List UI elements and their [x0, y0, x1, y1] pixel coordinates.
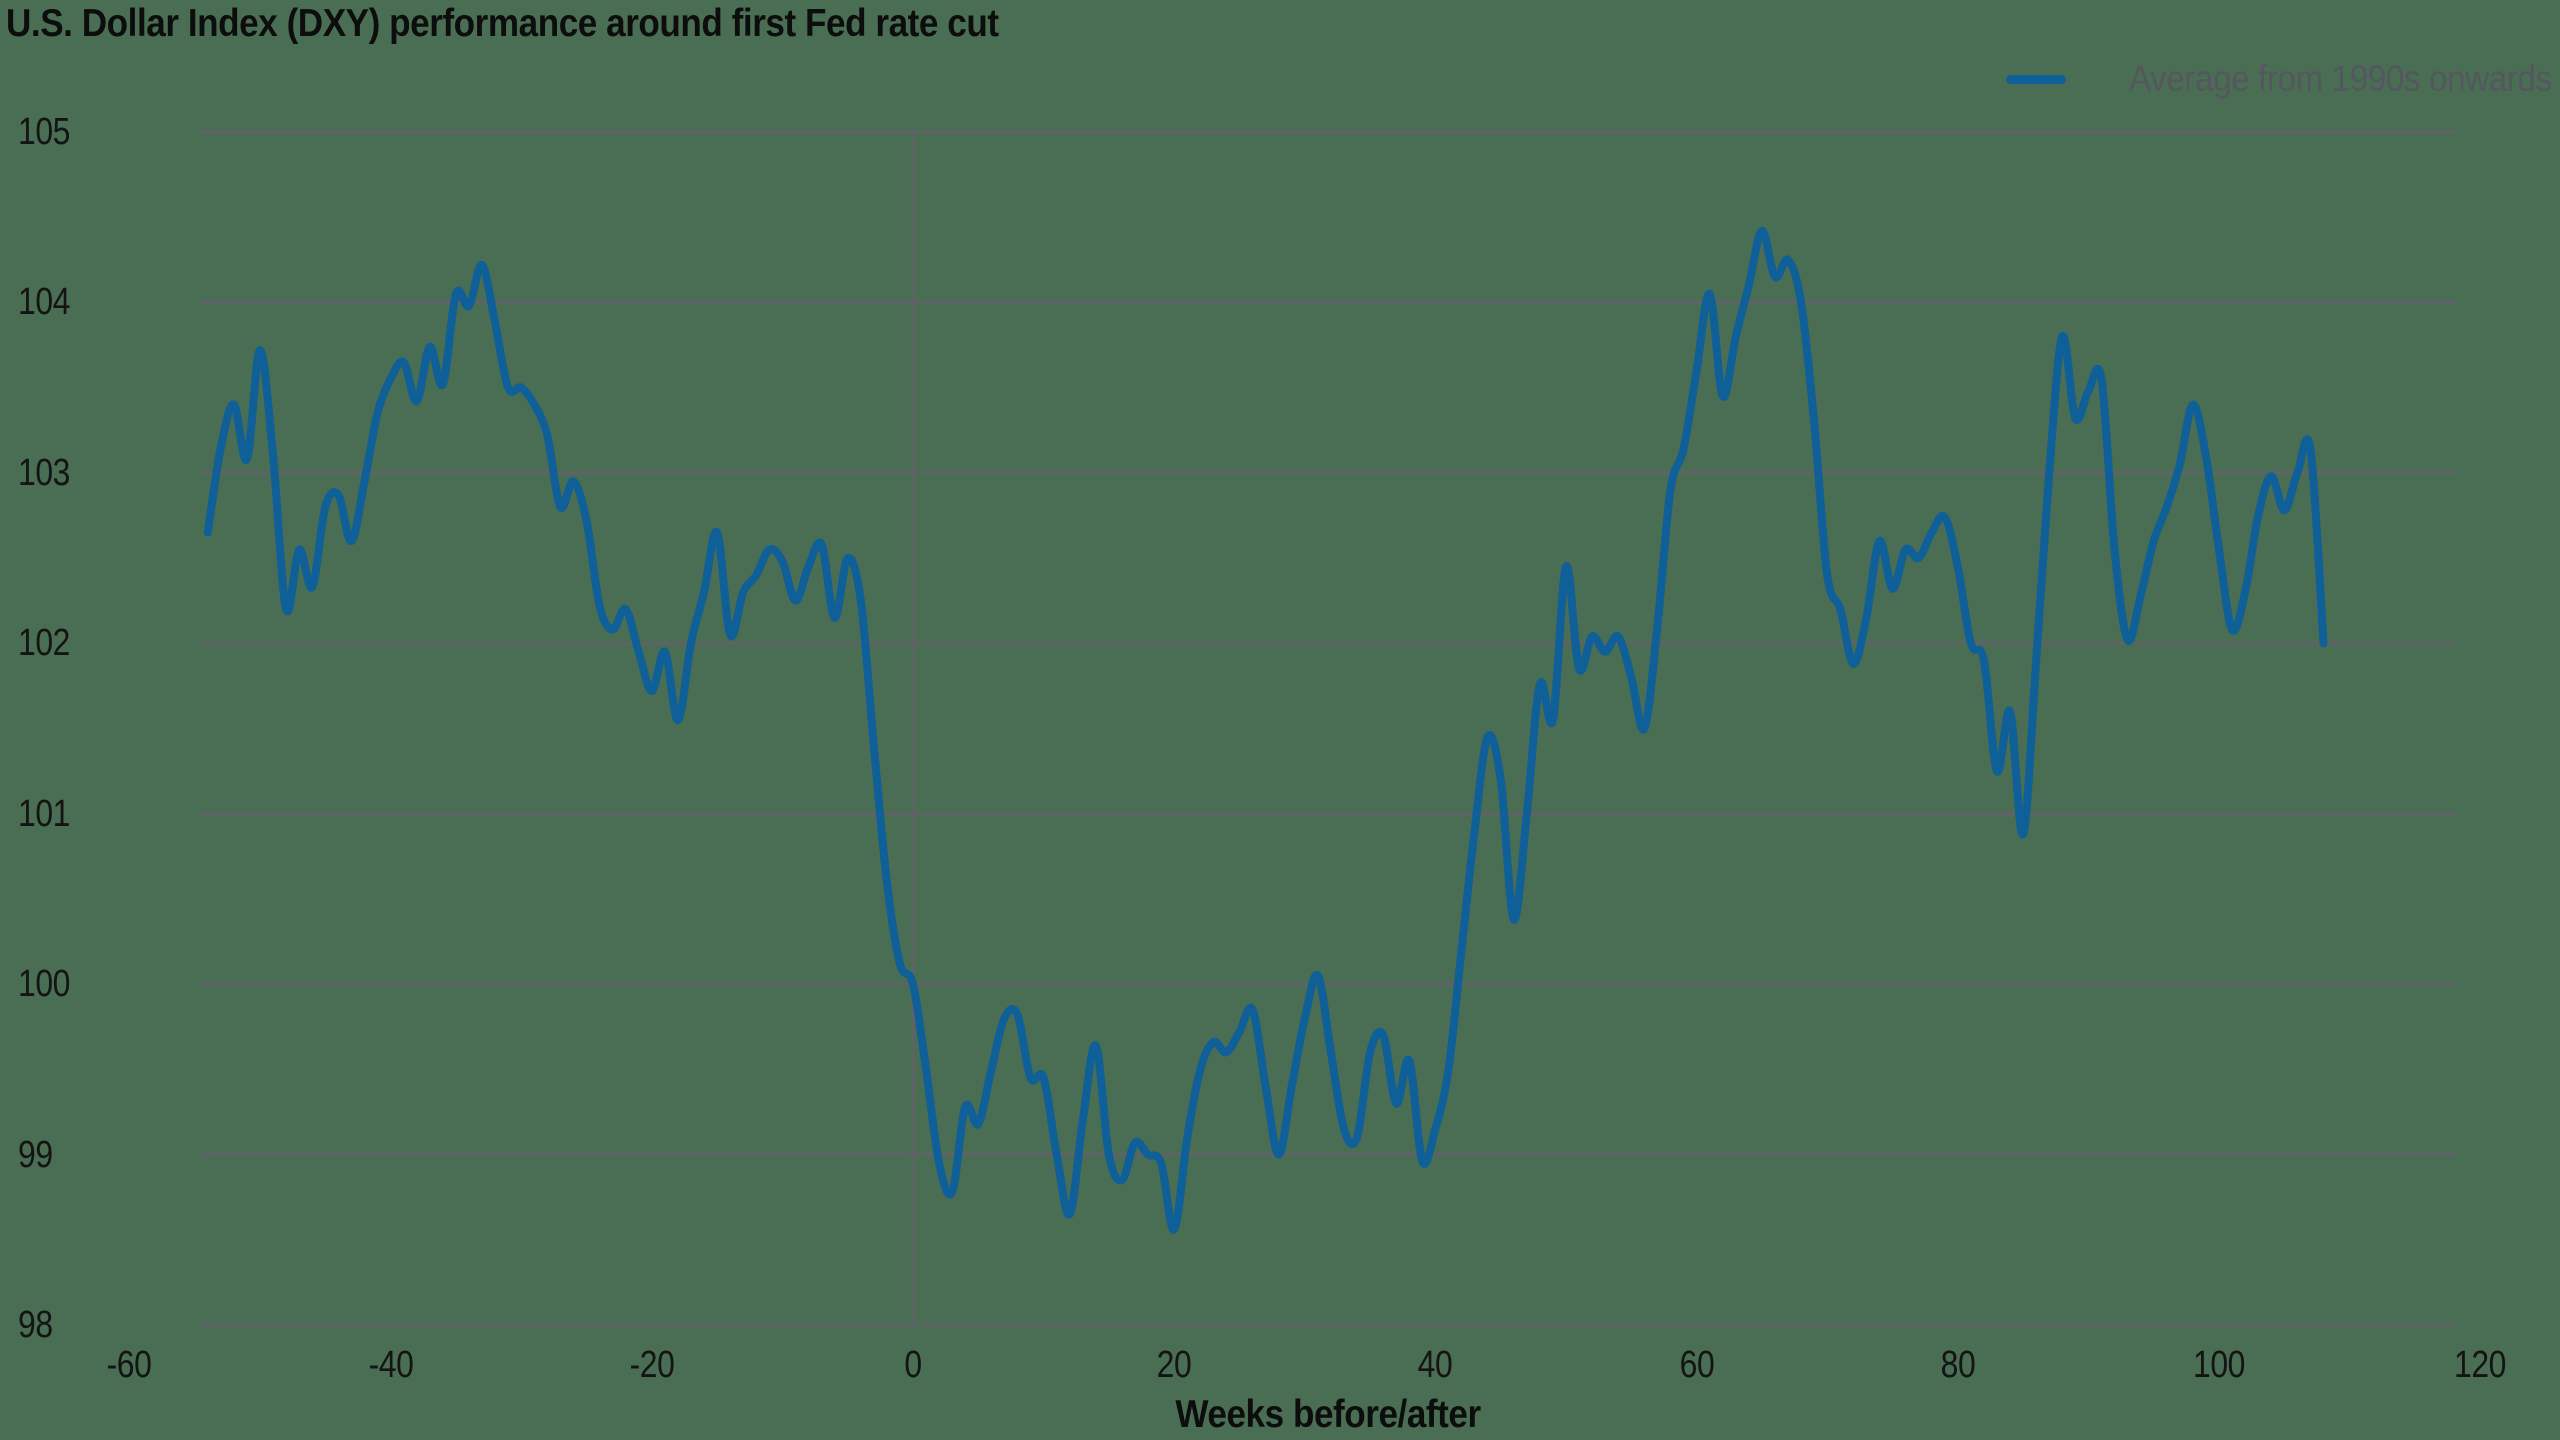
x-tick-label: 60 — [1679, 1344, 1714, 1386]
x-tick-label: -20 — [629, 1344, 675, 1386]
x-tick-label: 40 — [1418, 1344, 1453, 1386]
y-tick-label: 101 — [18, 792, 71, 835]
x-tick-label: -60 — [106, 1344, 152, 1386]
legend: Average from 1990s onwards — [2006, 56, 2552, 102]
y-tick-label: 104 — [18, 281, 71, 324]
y-tick-label: 98 — [18, 1304, 53, 1346]
chart-title: U.S. Dollar Index (DXY) performance arou… — [6, 2, 999, 45]
y-tick-label: 105 — [18, 110, 71, 153]
legend-line-swatch — [2006, 74, 2067, 84]
x-tick-label: 20 — [1156, 1344, 1192, 1386]
x-tick-label: -40 — [368, 1344, 414, 1386]
x-tick-label: 120 — [2454, 1344, 2507, 1386]
y-tick-label: 100 — [18, 963, 71, 1006]
x-axis-title: Weeks before/after — [1175, 1393, 1481, 1436]
legend-label: Average from 1990s onwards — [2129, 58, 2552, 99]
y-tick-label: 102 — [18, 622, 71, 665]
x-tick-label: 80 — [1940, 1344, 1976, 1386]
y-tick-label: 103 — [18, 451, 71, 494]
x-tick-label: 0 — [904, 1344, 922, 1386]
x-tick-label: 100 — [2192, 1344, 2246, 1386]
dxy-average-line — [203, 226, 2328, 1234]
y-tick-label: 99 — [18, 1133, 53, 1176]
